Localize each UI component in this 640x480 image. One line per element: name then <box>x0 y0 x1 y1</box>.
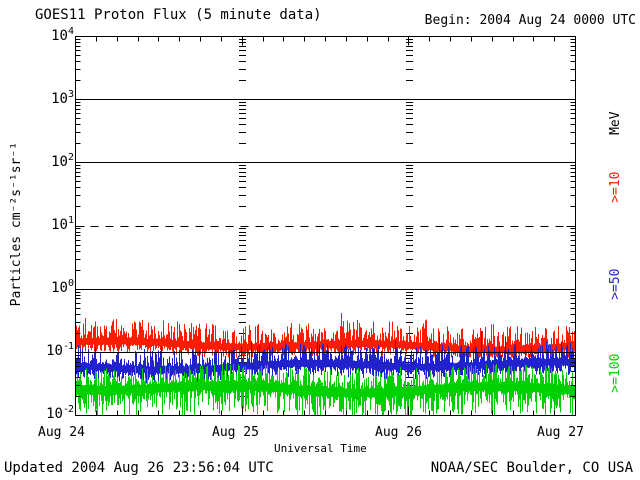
legend-ge10-label: >=10 <box>607 171 623 203</box>
y-tick-1e-1: 10-1 <box>46 341 74 359</box>
legend-ge100-label: >=100 <box>607 353 623 393</box>
updated-timestamp: Updated 2004 Aug 26 23:56:04 UTC <box>4 460 274 476</box>
x-tick-aug26: Aug 26 <box>375 425 422 440</box>
y-tick-1e3: 103 <box>51 89 74 107</box>
y-tick-1e1: 101 <box>51 215 74 233</box>
x-tick-aug25: Aug 25 <box>212 425 259 440</box>
x-tick-aug27: Aug 27 <box>537 425 584 440</box>
legend-ge50-label: >=50 <box>607 268 623 300</box>
plot-frame <box>75 36 576 416</box>
chart-title: GOES11 Proton Flux (5 minute data) <box>35 7 322 23</box>
credit-label: NOAA/SEC Boulder, CO USA <box>430 460 633 476</box>
y-tick-1e2: 102 <box>51 152 74 170</box>
x-tick-aug24: Aug 24 <box>38 425 85 440</box>
y-tick-1e4: 104 <box>51 26 74 44</box>
y-tick-1e-2: 10-2 <box>46 404 74 422</box>
series-trace-gege100 <box>76 363 575 416</box>
series-trace-gege10 <box>76 313 575 358</box>
y-axis-title: Particles cm⁻²s⁻¹sr⁻¹ <box>8 141 24 307</box>
x-axis-title: Universal Time <box>274 442 367 455</box>
y-tick-1e0: 100 <box>51 278 74 296</box>
begin-time-label: Begin: 2004 Aug 24 0000 UTC <box>424 13 636 28</box>
